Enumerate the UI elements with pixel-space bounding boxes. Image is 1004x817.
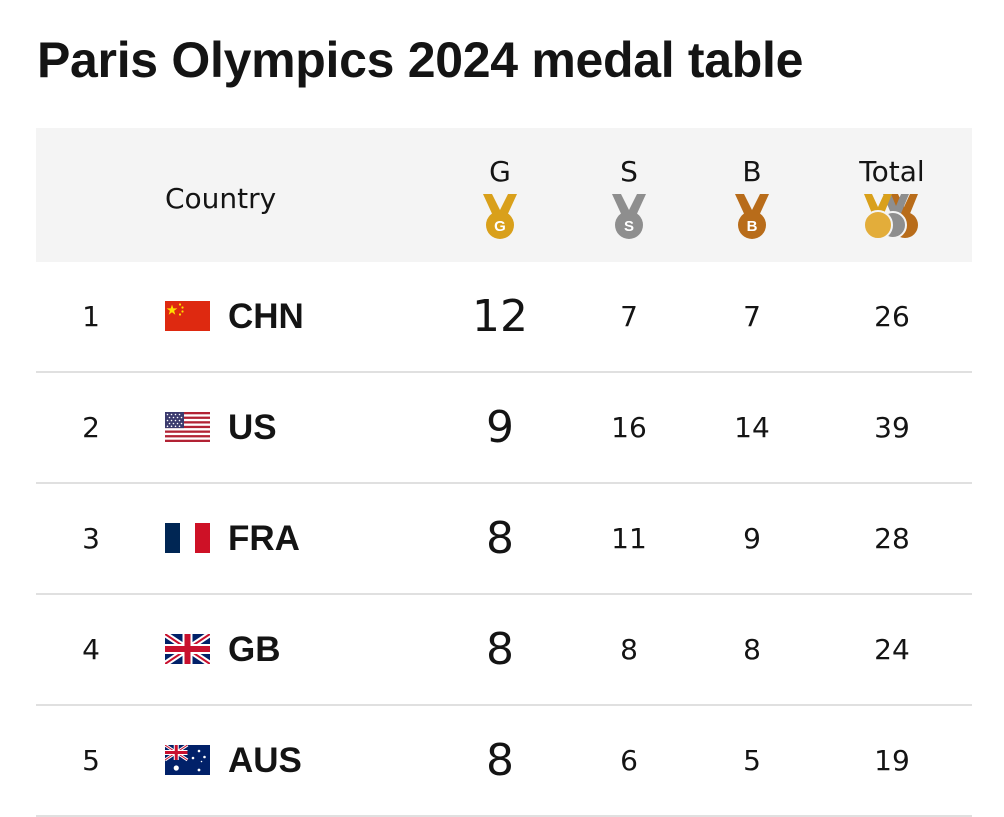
rank: 5 (82, 744, 100, 777)
bronze-count: 8 (743, 633, 761, 666)
silver-header-label: S (620, 155, 638, 188)
svg-text:G: G (494, 218, 506, 235)
silver-column-header: S S (579, 154, 679, 240)
country-column-header: Country (165, 182, 277, 215)
silver-count: 16 (611, 411, 647, 444)
country-code: AUS (228, 741, 302, 780)
total-count: 26 (874, 300, 910, 333)
silver-count: 11 (611, 522, 647, 555)
medal-table: Country G G S S B B (36, 128, 972, 817)
page-title: Paris Olympics 2024 medal table (37, 32, 804, 88)
total-count: 28 (874, 522, 910, 555)
country-code: FRA (228, 519, 300, 558)
bronze-count: 9 (743, 522, 761, 555)
bronze-count: 14 (734, 411, 770, 444)
gold-count: 8 (486, 624, 514, 675)
bronze-column-header: B B (702, 154, 802, 240)
china-flag-icon (165, 301, 210, 331)
table-row-chn[interactable]: 1 CHN 12 7 7 26 (36, 262, 972, 373)
gold-count: 12 (472, 291, 528, 342)
table-row-gb[interactable]: 4 GB 8 8 8 24 (36, 595, 972, 706)
silver-count: 8 (620, 633, 638, 666)
gold-header-label: G (489, 155, 511, 188)
gold-column-header: G G (450, 154, 550, 240)
gold-count: 8 (486, 513, 514, 564)
usa-flag-icon (165, 412, 210, 442)
bronze-count: 7 (743, 300, 761, 333)
table-row-aus[interactable]: 5 AUS 8 6 5 19 (36, 706, 972, 817)
uk-flag-icon (165, 634, 210, 664)
total-count: 39 (874, 411, 910, 444)
total-column-header: Total (842, 154, 942, 240)
france-flag-icon (165, 523, 210, 553)
bronze-count: 5 (743, 744, 761, 777)
silver-medal-icon: S (612, 194, 646, 239)
medal-stack-icon (863, 194, 918, 240)
bronze-header-label: B (742, 155, 762, 188)
svg-text:S: S (624, 218, 634, 235)
country-code: CHN (228, 297, 304, 336)
gold-medal-icon: G (483, 194, 517, 239)
country-code: GB (228, 630, 281, 669)
bronze-medal-icon: B (735, 194, 769, 239)
total-count: 24 (874, 633, 910, 666)
table-row-us[interactable]: 2 US 9 16 14 39 (36, 373, 972, 484)
country-code: US (228, 408, 277, 447)
rank: 3 (82, 522, 100, 555)
silver-count: 7 (620, 300, 638, 333)
australia-flag-icon (165, 745, 210, 775)
total-header-label: Total (859, 155, 925, 188)
rank: 1 (82, 300, 100, 333)
total-count: 19 (874, 744, 910, 777)
rank: 2 (82, 411, 100, 444)
rank: 4 (82, 633, 100, 666)
table-row-fra[interactable]: 3 FRA 8 11 9 28 (36, 484, 972, 595)
silver-count: 6 (620, 744, 638, 777)
table-header: Country G G S S B B (36, 128, 972, 262)
gold-count: 8 (486, 735, 514, 786)
gold-count: 9 (486, 402, 514, 453)
svg-text:B: B (747, 218, 758, 235)
